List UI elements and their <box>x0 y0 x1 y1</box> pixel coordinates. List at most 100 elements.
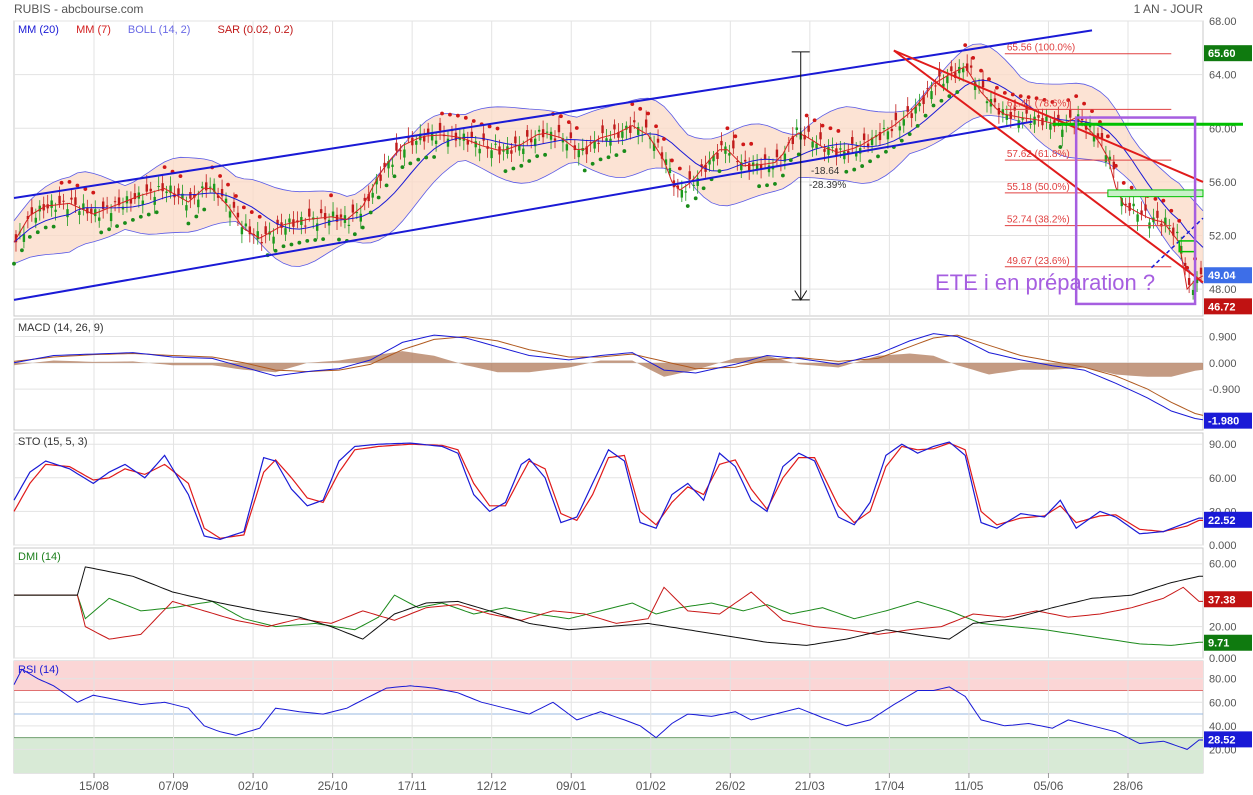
candle-body <box>906 106 909 112</box>
candle-body <box>1100 133 1104 139</box>
sar-dot <box>1010 92 1015 97</box>
sar-dot <box>884 149 888 154</box>
candle-body <box>866 143 870 148</box>
sar-dot <box>543 152 547 157</box>
sar-dot <box>321 237 326 242</box>
candle-body <box>629 125 632 133</box>
last-value-text: 22.52 <box>1208 515 1236 527</box>
candle-body <box>985 101 989 104</box>
candle-body <box>474 141 477 148</box>
candle-body <box>1021 118 1024 120</box>
sar-dot <box>186 221 191 226</box>
sar-dot <box>796 152 801 157</box>
rsi-oversold-zone <box>14 737 1203 773</box>
candle-body <box>165 191 168 194</box>
sar-dot <box>162 165 167 170</box>
candle-body <box>688 171 691 180</box>
candle-body <box>149 188 152 192</box>
candle-body <box>700 164 703 168</box>
sar-dot <box>376 195 381 200</box>
macd-signal-line <box>13 334 1204 416</box>
last-value-text: 28.52 <box>1208 734 1236 746</box>
candle-body <box>288 218 291 223</box>
candle-body <box>1199 267 1203 275</box>
sar-dot <box>828 126 833 131</box>
legend-entry: DMI (14) <box>18 551 61 563</box>
sar-dot <box>646 111 651 116</box>
candle-body <box>922 96 925 105</box>
candle-body <box>609 138 612 146</box>
sar-dot <box>368 210 373 215</box>
candle-body <box>494 143 497 145</box>
candle-body <box>625 125 628 130</box>
candle-body <box>101 201 105 210</box>
candle-body <box>1084 122 1088 130</box>
candle-body <box>26 215 30 220</box>
sar-dot <box>773 182 777 186</box>
sar-dot <box>455 113 460 118</box>
bollinger-lower-line <box>13 114 1204 285</box>
candle-body <box>1180 245 1183 254</box>
candle-body <box>589 142 592 144</box>
sar-dot <box>1153 196 1158 201</box>
candle-body <box>577 150 580 158</box>
candle-body <box>1112 161 1116 170</box>
legend-entry: BOLL (14, 2) <box>128 24 191 36</box>
fib-label: 55.18 (50.0%) <box>1007 182 1070 193</box>
x-tick-label: 11/05 <box>954 779 983 793</box>
x-tick-label: 09/01 <box>556 779 586 793</box>
candle-body <box>30 207 34 215</box>
candle-body <box>807 125 810 132</box>
candle-body <box>355 212 359 214</box>
candle-body <box>942 83 945 87</box>
candle-body <box>954 72 957 78</box>
candle-body <box>220 189 224 197</box>
candle-body <box>208 186 212 188</box>
candle-body <box>145 184 148 192</box>
sar-dot <box>35 230 40 235</box>
candle-body <box>375 178 378 185</box>
candle-body <box>1132 203 1135 207</box>
candle-body <box>878 132 882 141</box>
sar-dot <box>733 134 738 139</box>
rsi-line <box>13 668 1203 750</box>
sar-dot <box>503 169 508 174</box>
candle-body <box>1108 156 1112 161</box>
sar-dot <box>91 190 96 195</box>
candle-body <box>54 209 57 212</box>
candle-body <box>434 140 438 145</box>
sar-dot <box>487 124 492 129</box>
candle-body <box>125 196 129 204</box>
candle-body <box>894 112 898 121</box>
sar-dot <box>622 149 627 153</box>
candle-body <box>90 208 93 214</box>
x-tick-label: 25/10 <box>318 779 348 793</box>
candle-body <box>335 214 339 222</box>
candle-body <box>185 205 188 211</box>
candle-body <box>1049 123 1052 130</box>
sar-dot <box>59 180 64 185</box>
candle-body <box>121 206 125 210</box>
last-value-badge <box>1204 45 1252 62</box>
sar-dot <box>907 132 912 137</box>
bollinger-band <box>14 43 1203 285</box>
sar-dot <box>400 165 405 170</box>
candle-body <box>129 198 133 204</box>
candle-body <box>94 209 97 217</box>
candle-body <box>304 225 307 227</box>
green-zone <box>1107 189 1204 198</box>
candle-body <box>664 159 668 165</box>
candle-body <box>351 204 355 213</box>
x-tick-label: 26/02 <box>715 779 745 793</box>
sar-dot <box>598 157 603 162</box>
candle-body <box>113 201 117 203</box>
last-value-text: -1.980 <box>1208 416 1239 428</box>
candle-body <box>747 163 751 171</box>
sar-dot <box>757 184 762 189</box>
y-tick-label: 20.00 <box>1209 744 1237 756</box>
candle-body <box>224 198 228 203</box>
sar-dot <box>931 103 936 108</box>
legend-entry: SAR (0.02, 0.2) <box>218 24 294 36</box>
candle-body <box>157 186 160 188</box>
sar-dot <box>495 126 500 131</box>
